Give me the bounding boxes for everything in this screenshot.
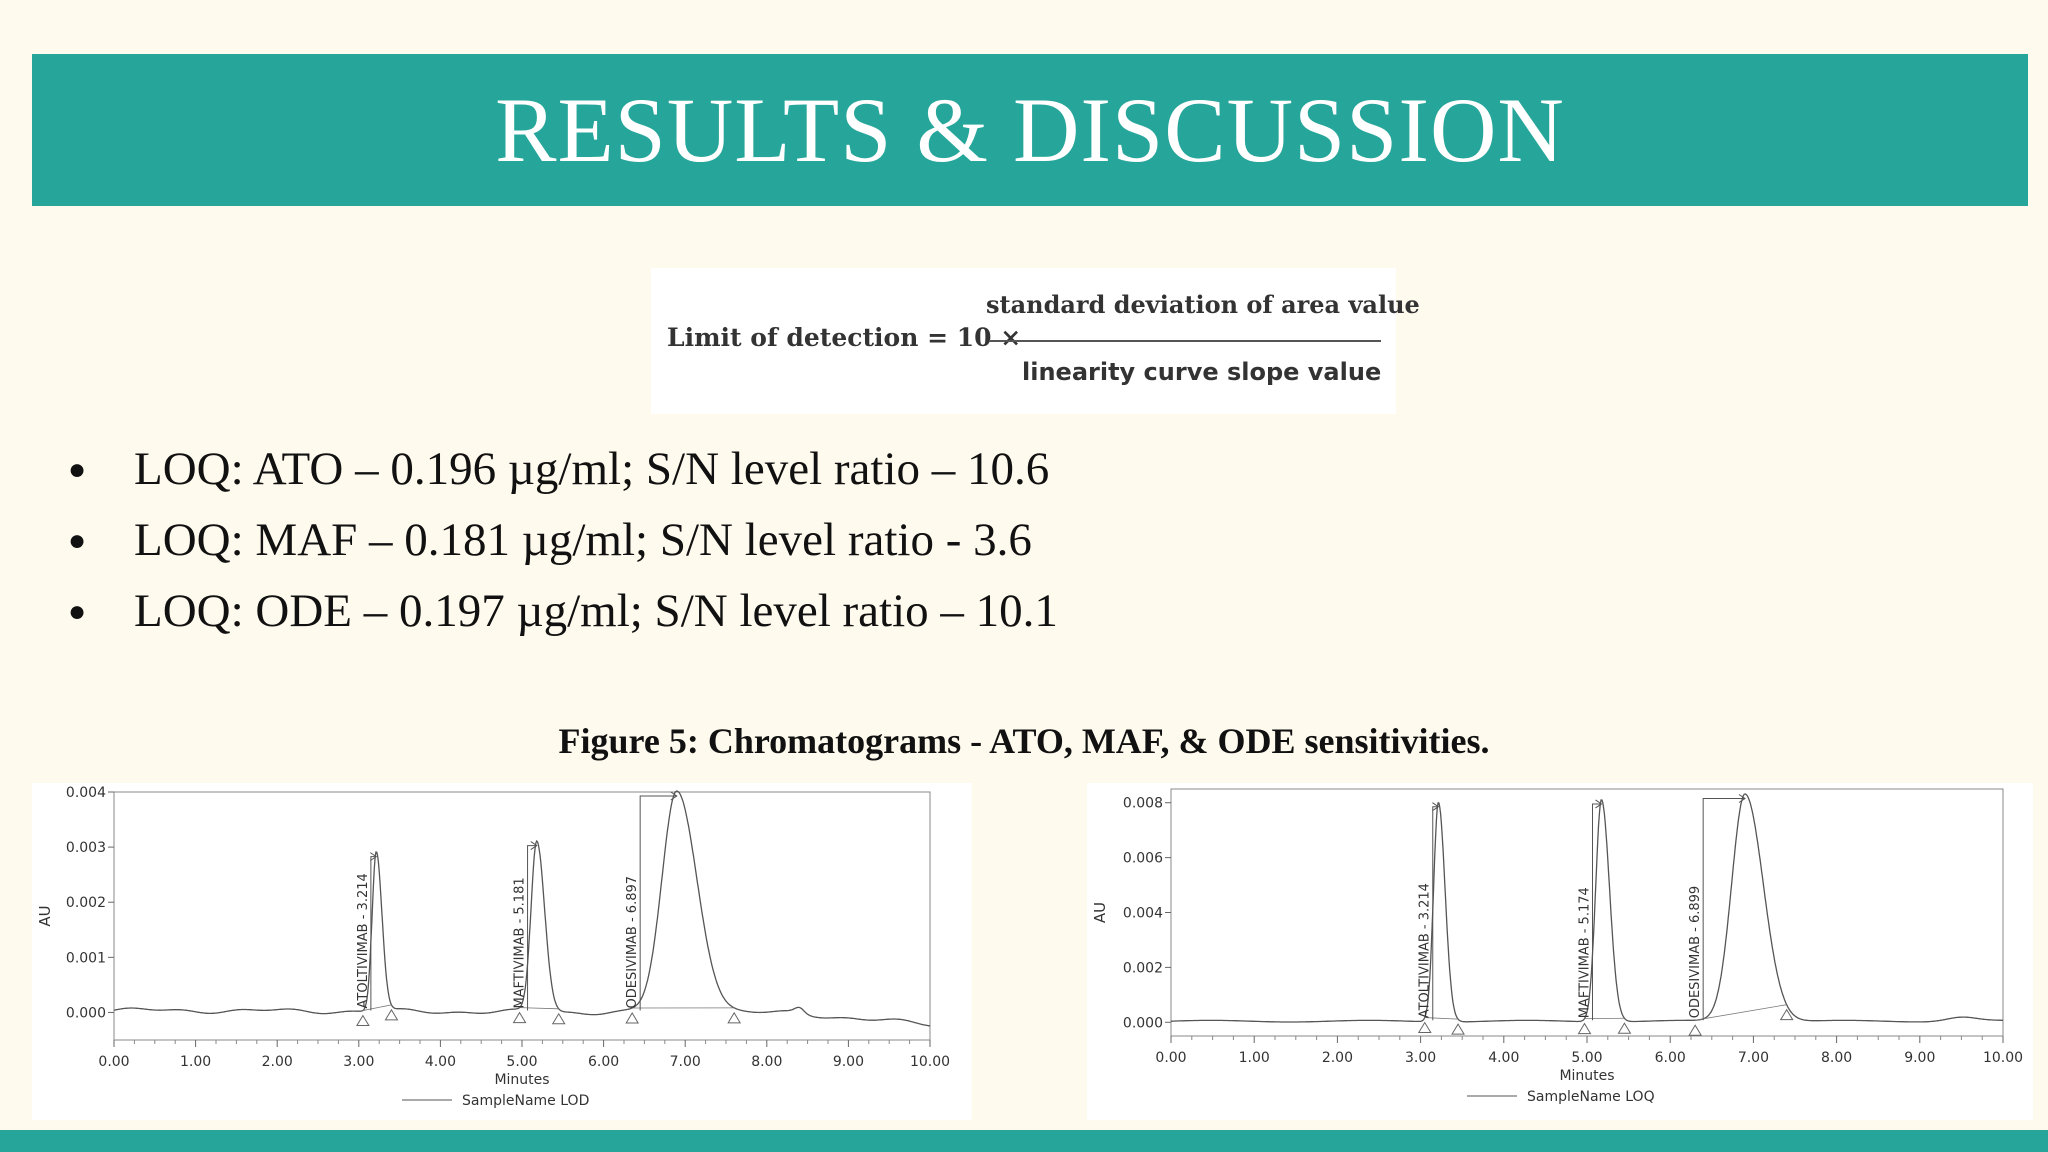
peak-arrow [1432,802,1440,812]
x-tick-label: 6.00 [588,1054,619,1070]
y-tick-label: 0.001 [66,950,106,966]
y-tick-label: 0.002 [1123,960,1163,976]
bullet-loq-maf: LOQ: MAF – 0.181 µg/ml; S/N level ratio … [68,505,1058,576]
y-axis-label: AU [1091,902,1109,923]
peak-arrow [530,841,538,851]
x-tick-label: 0.00 [1155,1050,1186,1066]
x-tick-label: 9.00 [833,1054,864,1070]
peak-leader [370,856,377,1011]
peak-baseline [1695,1004,1787,1021]
peak-label: ATOLTIVIMAB - 3.214 [356,873,371,1008]
lod-formula: Limit of detection = 10 × standard devia… [651,268,1420,414]
bullet-loq-ode: LOQ: ODE – 0.197 µg/ml; S/N level ratio … [68,576,1058,647]
x-tick-label: 3.00 [1405,1050,1436,1066]
peak-marker [1688,1024,1703,1036]
chromatogram-lod: 0.00 1.00 2.00 3.00 4.00 5.00 6.00 7.00 8.00 9.00… [32,783,972,1120]
peak-label: MAFTIVIMAB - 5.174 [1578,887,1593,1018]
x-tick-label: 8.00 [1821,1050,1852,1066]
formula-numerator: standard deviation of area value [986,290,1420,319]
peak-marker [1451,1023,1465,1035]
x-tick-label: 2.00 [262,1054,293,1070]
peak-leader [639,795,677,1011]
figure-caption: Figure 5: Chromatograms - ATO, MAF, & OD… [558,721,1490,761]
x-tick-label: 6.00 [1655,1050,1686,1066]
x-tick-label: 2.00 [1322,1050,1353,1066]
peak-marker [1417,1021,1432,1034]
peak-baseline [362,1004,392,1011]
title-bar: RESULTS & DISCUSSION [32,54,2028,206]
x-tick-label: 7.00 [670,1054,701,1070]
chromatogram-lod-svg: 0.00 1.00 2.00 3.00 4.00 5.00 6.00 7.00 8.00 9.00… [36,785,950,1109]
x-tick-label: 10.00 [910,1054,950,1070]
peak-marker [625,1012,640,1024]
x-tick-label: 4.00 [425,1054,456,1070]
y-tick-label: 0.002 [66,895,106,911]
bullet-loq-ato: LOQ: ATO – 0.196 µg/ml; S/N level ratio … [68,434,1058,505]
peak-arrow [369,852,378,862]
peak-marker [384,1008,399,1021]
peak-marker [512,1011,527,1024]
x-tick-label: 5.00 [1571,1050,1602,1066]
y-tick-label: 0.004 [1123,906,1163,922]
peak-leader [1592,803,1602,1021]
peak-arrow [1595,799,1603,809]
footer-bar [0,1130,2048,1152]
x-axis-label: Minutes [494,1072,549,1088]
peak-label: MAFTIVIMAB - 5.181 [513,877,528,1008]
y-tick-label: 0.006 [1123,851,1163,867]
x-tick-label: 1.00 [1239,1050,1270,1066]
peak-leader [527,845,537,1011]
signal-trace [113,790,931,1027]
peak-leader [1432,806,1439,1021]
x-tick-label: 8.00 [751,1054,782,1070]
y-axis-label: AU [36,905,54,926]
peak-marker [1577,1022,1592,1035]
y-tick-label: 0.000 [1123,1015,1163,1031]
signal-trace [1171,793,2003,1023]
x-tick-label: 10.00 [1983,1050,2023,1066]
y-tick-label: 0.000 [66,1005,106,1021]
y-tick-label: 0.003 [66,840,106,856]
x-tick-label: 1.00 [180,1054,211,1070]
peak-baseline [1424,1017,1459,1020]
peak-marker [355,1014,370,1027]
y-tick-label: 0.004 [66,785,106,801]
x-tick-label: 3.00 [343,1054,374,1070]
chromatogram-loq-svg: 0.00 1.00 2.00 3.00 4.00 5.00 6.00 7.00 8.00 9.00… [1091,788,2023,1105]
chromatogram-loq: 0.00 1.00 2.00 3.00 4.00 5.00 6.00 7.00 8.00 9.00… [1087,783,2033,1120]
peak-label: ODESIVIMAB - 6.897 [625,876,640,1008]
x-tick-label: 4.00 [1488,1050,1519,1066]
peak-arrow [670,791,678,801]
peak-label: ODESIVIMAB - 6.899 [1688,886,1703,1018]
fraction-bar [989,340,1381,342]
peak-marker [727,1011,742,1024]
x-axis-label: Minutes [1559,1068,1614,1084]
x-tick-label: 7.00 [1738,1050,1769,1066]
peak-marker [1779,1008,1794,1021]
loq-bullet-list: LOQ: ATO – 0.196 µg/ml; S/N level ratio … [68,434,1058,647]
legend-label: SampleName LOD [462,1093,589,1109]
peak-leader [1702,797,1745,1021]
formula-denominator: linearity curve slope value [1022,358,1382,386]
slide-title: RESULTS & DISCUSSION [495,79,1565,181]
formula-lhs: Limit of detection = 10 × [667,323,1022,352]
peak-marker [1617,1022,1632,1034]
legend-label: SampleName LOQ [1527,1089,1655,1105]
peak-label: ATOLTIVIMAB - 3.214 [1418,883,1433,1018]
x-tick-label: 0.00 [98,1054,129,1070]
peak-arrow [1738,794,1746,803]
peak-baseline [519,1007,559,1010]
x-tick-label: 5.00 [506,1054,537,1070]
x-tick-label: 9.00 [1904,1050,1935,1066]
peak-marker [551,1012,566,1025]
y-tick-label: 0.008 [1123,796,1163,812]
